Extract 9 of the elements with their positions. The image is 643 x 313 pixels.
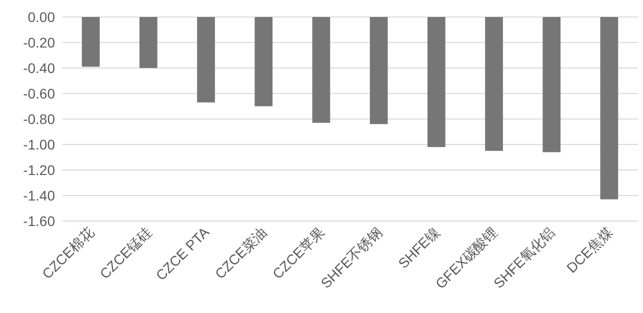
y-tick-label: -1.40 (23, 188, 56, 204)
y-tick-label: 0.00 (28, 9, 56, 25)
y-tick-label: -1.20 (23, 162, 56, 178)
y-tick-label: -1.00 (23, 136, 56, 152)
y-tick-label: -0.60 (23, 86, 56, 102)
y-tick-label: -0.40 (23, 60, 56, 76)
y-tick-label: -1.60 (23, 213, 56, 229)
y-tick-label: -0.20 (23, 34, 56, 50)
y-tick-label: -0.80 (23, 111, 56, 127)
